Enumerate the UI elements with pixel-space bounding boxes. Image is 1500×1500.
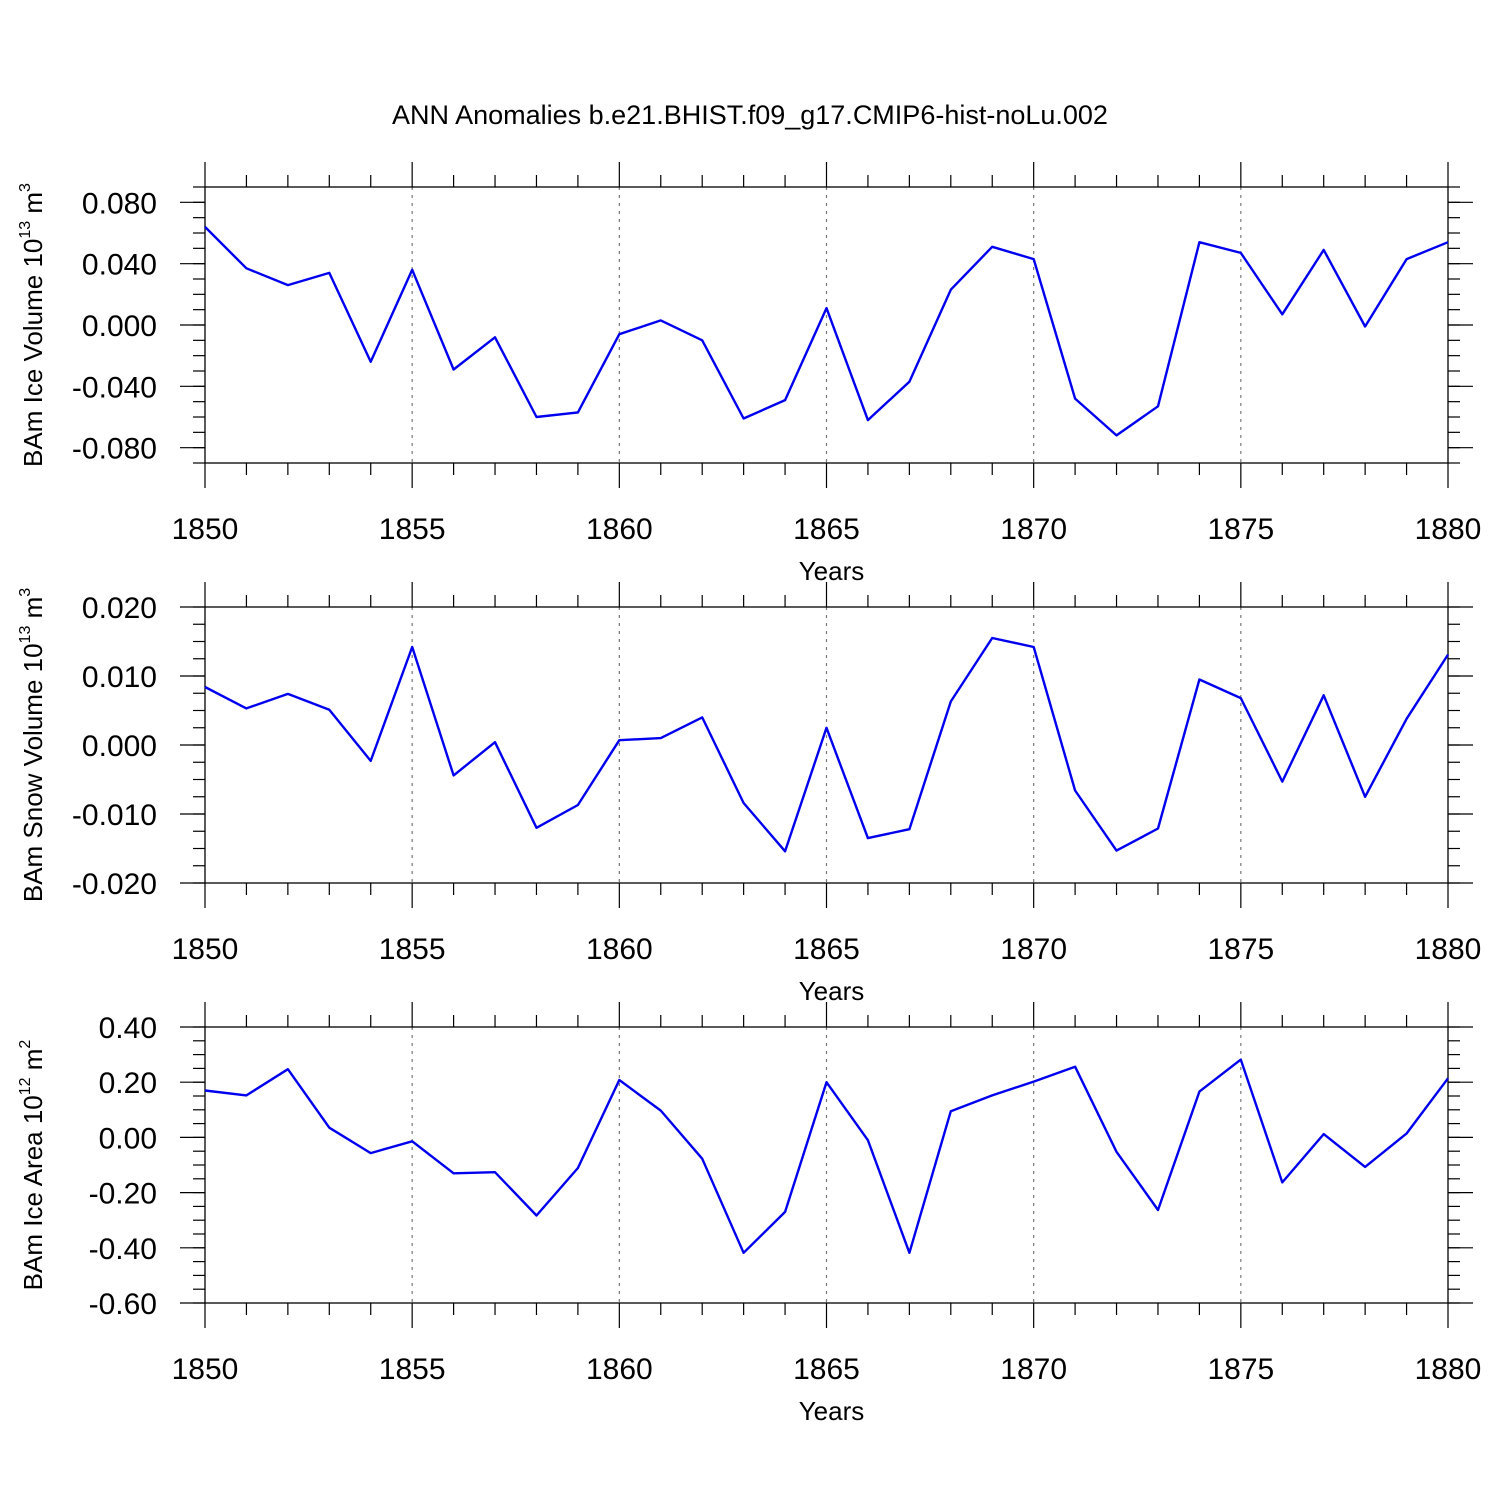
y-tick-label: 0.020 bbox=[82, 592, 157, 625]
y-tick-label: 0.040 bbox=[82, 249, 157, 282]
y-tick-label: -0.010 bbox=[72, 799, 157, 832]
x-tick-label: 1865 bbox=[793, 1353, 860, 1386]
y-axis-label-unit: m bbox=[18, 1049, 48, 1078]
x-tick-label: 1875 bbox=[1207, 1353, 1274, 1386]
x-tick-label: 1865 bbox=[793, 933, 860, 966]
x-axis-label: Years bbox=[799, 976, 865, 1006]
x-tick-label: 1855 bbox=[379, 513, 446, 546]
y-tick-label: -0.040 bbox=[72, 371, 157, 404]
y-axis-label-unit-exponent: 2 bbox=[17, 1040, 34, 1049]
y-axis-label-unit: m bbox=[18, 192, 48, 221]
x-tick-label: 1875 bbox=[1207, 933, 1274, 966]
y-tick-label: 0.080 bbox=[82, 187, 157, 220]
x-tick-label: 1875 bbox=[1207, 513, 1274, 546]
y-axis-label-unit: m bbox=[18, 597, 48, 626]
y-axis-label-exponent: 12 bbox=[17, 1077, 34, 1095]
chart-panel-3: 0.40 0.20 0.00 -0.20 -0.40 -0.60 1850 1855 1860 1… bbox=[17, 1002, 1481, 1426]
x-tick-label: 1865 bbox=[793, 513, 860, 546]
x-tick-label: 1860 bbox=[586, 933, 653, 966]
y-axis-label-text: BAm Ice Volume 10 bbox=[18, 239, 48, 467]
y-axis-label-unit-exponent: 3 bbox=[17, 588, 34, 597]
series-line bbox=[204, 1058, 1449, 1255]
figure-title: ANN Anomalies b.e21.BHIST.f09_g17.CMIP6-… bbox=[392, 100, 1108, 130]
y-tick-label: 0.00 bbox=[99, 1122, 157, 1155]
series-line bbox=[204, 636, 1450, 853]
y-tick-label: -0.020 bbox=[72, 868, 157, 901]
y-tick-label: -0.20 bbox=[89, 1178, 157, 1211]
series-line bbox=[204, 226, 1449, 437]
x-tick-label: 1870 bbox=[1000, 1353, 1067, 1386]
y-axis-label: BAm Ice Area 1012 m2 bbox=[17, 1040, 48, 1291]
x-tick-label: 1860 bbox=[586, 1353, 653, 1386]
y-tick-label: -0.60 bbox=[89, 1288, 157, 1321]
y-tick-label: -0.40 bbox=[89, 1233, 157, 1266]
y-axis-label-exponent: 13 bbox=[17, 626, 34, 644]
y-axis-label-text: BAm Ice Area 10 bbox=[18, 1095, 48, 1290]
x-axis-label: Years bbox=[799, 1396, 865, 1426]
x-tick-label: 1870 bbox=[1000, 513, 1067, 546]
x-tick-label: 1855 bbox=[379, 933, 446, 966]
x-tick-label: 1880 bbox=[1415, 1353, 1482, 1386]
x-tick-label: 1860 bbox=[586, 513, 653, 546]
y-axis-label-unit-exponent: 3 bbox=[17, 183, 34, 192]
y-tick-label: 0.000 bbox=[82, 310, 157, 343]
x-tick-label: 1870 bbox=[1000, 933, 1067, 966]
y-axis-label-exponent: 13 bbox=[17, 221, 34, 239]
y-tick-label: 0.20 bbox=[99, 1067, 157, 1100]
y-tick-label: -0.080 bbox=[72, 433, 157, 466]
x-tick-label: 1850 bbox=[172, 513, 239, 546]
x-tick-label: 1880 bbox=[1415, 513, 1482, 546]
chart-panel-1: 0.080 0.040 0.000 -0.040 -0.080 1850 1855 1860 1… bbox=[17, 162, 1481, 586]
x-tick-label: 1850 bbox=[172, 1353, 239, 1386]
x-tick-label: 1855 bbox=[379, 1353, 446, 1386]
y-tick-label: 0.40 bbox=[99, 1012, 157, 1045]
y-axis-label: BAm Snow Volume 1013 m3 bbox=[17, 588, 48, 902]
chart-panel-2: 0.020 0.010 0.000 -0.010 -0.020 1850 1855 1860 1… bbox=[17, 582, 1481, 1006]
x-tick-label: 1850 bbox=[172, 933, 239, 966]
x-tick-label: 1880 bbox=[1415, 933, 1482, 966]
y-axis-label-text: BAm Snow Volume 10 bbox=[18, 643, 48, 902]
y-tick-label: 0.000 bbox=[82, 730, 157, 763]
y-tick-label: 0.010 bbox=[82, 661, 157, 694]
chart-panels: 0.080 0.040 0.000 -0.040 -0.080 1850 1855 1860 1… bbox=[17, 162, 1481, 1426]
y-axis-label: BAm Ice Volume 1013 m3 bbox=[17, 183, 48, 467]
x-axis-label: Years bbox=[799, 556, 865, 586]
